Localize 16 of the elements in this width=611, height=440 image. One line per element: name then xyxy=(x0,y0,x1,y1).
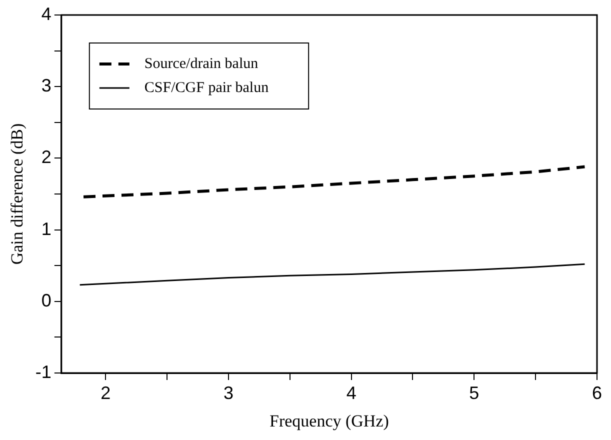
legend-label: Source/drain balun xyxy=(144,56,259,72)
y-axis-title: Gain difference (dB) xyxy=(8,123,27,265)
x-tick-label: 3 xyxy=(223,382,234,403)
x-tick-label: 6 xyxy=(592,382,602,403)
x-axis-title: Frequency (GHz) xyxy=(269,411,389,430)
y-tick-label: 2 xyxy=(41,147,52,168)
y-tick-label: 1 xyxy=(41,218,52,239)
y-tick-label: 0 xyxy=(41,290,52,310)
x-tick-label: 4 xyxy=(346,382,356,403)
y-tick-label: 4 xyxy=(41,4,52,24)
x-tick-label: 2 xyxy=(100,382,111,403)
line-series xyxy=(82,165,586,198)
x-tick-label: 5 xyxy=(469,382,480,403)
y-tick-label: -1 xyxy=(35,362,52,382)
y-tick-label: 3 xyxy=(41,76,52,96)
legend-label: CSF/CGF pair balun xyxy=(144,80,270,96)
